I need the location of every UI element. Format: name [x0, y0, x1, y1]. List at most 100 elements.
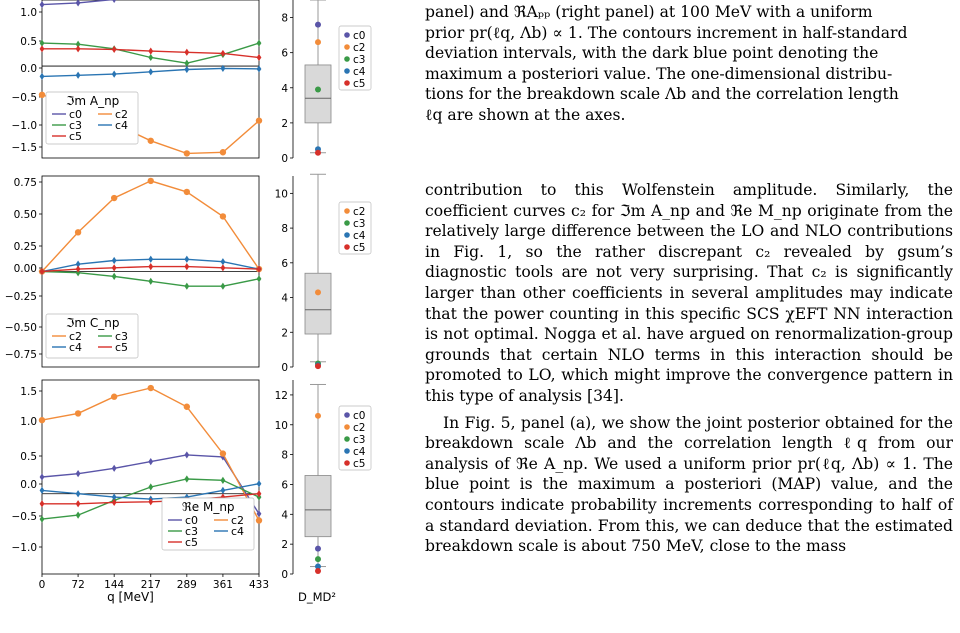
- point-c2: [110, 393, 118, 400]
- box-x-label: D_MD²: [298, 590, 336, 604]
- box-legend-label-c5: c5: [353, 242, 365, 254]
- point-c3: [220, 476, 226, 484]
- point-c5: [256, 490, 262, 498]
- y-tick-label: 1.0: [20, 7, 37, 19]
- point-c3: [148, 483, 154, 491]
- point-c4: [220, 486, 226, 494]
- legend-label-c2: c2: [69, 330, 82, 343]
- y-tick-label: 1.5: [20, 386, 37, 398]
- point-c3: [184, 59, 190, 67]
- y-tick-label: 0.0: [20, 63, 37, 75]
- legend-label-c5: c5: [115, 341, 128, 354]
- box-y-tick-label: 4: [281, 293, 288, 305]
- point-c2: [147, 137, 154, 144]
- point-c5: [148, 263, 154, 271]
- point-c4: [39, 72, 45, 81]
- figure-caption: panel) and ℜAₚₚ (right panel) at 100 MeV…: [425, 2, 953, 126]
- caption-line-1: panel) and ℜAₚₚ (right panel) at 100 MeV…: [425, 3, 873, 21]
- box-y-tick-label: 0: [281, 569, 288, 581]
- point-c2: [255, 517, 263, 524]
- x-tick-label: 289: [177, 579, 197, 591]
- legend-label-c0: c0: [69, 108, 82, 121]
- point-c4: [75, 490, 81, 498]
- point-c0: [39, 473, 45, 481]
- box-y-tick-label: 8: [281, 223, 288, 235]
- point-c5: [256, 265, 262, 273]
- body-text: contribution to this Wolfenstein amplitu…: [425, 180, 953, 557]
- point-c2: [147, 177, 154, 185]
- y-tick-label: 0.25: [14, 241, 37, 253]
- point-c4: [148, 255, 154, 263]
- x-tick-label: 217: [141, 579, 161, 591]
- point-c5: [256, 53, 262, 62]
- box-y-tick-label: 10: [275, 188, 288, 200]
- x-axis-label: q [MeV]: [107, 590, 154, 604]
- point-c4: [75, 260, 81, 268]
- x-tick-label: 433: [249, 579, 269, 591]
- box-legend-dot-c3: [344, 220, 350, 226]
- point-c2: [74, 229, 82, 236]
- point-c3: [256, 275, 262, 283]
- caption-line-3: deviation intervals, with the dark blue …: [425, 44, 879, 63]
- point-c4: [111, 256, 117, 265]
- legend-label-c4: c4: [69, 341, 82, 354]
- box-y-tick-label: 0: [281, 153, 288, 165]
- box-legend-frame: [338, 405, 372, 471]
- box-y-tick-label: 8: [281, 13, 288, 25]
- y-tick-label: −1.0: [12, 120, 38, 132]
- point-c2: [219, 450, 227, 457]
- box-point-c2: [315, 39, 321, 46]
- caption-line-4: maximum a posteriori value. The one-dime…: [425, 64, 893, 83]
- box-legend-label-c4: c4: [353, 66, 366, 78]
- x-tick-label: 0: [39, 579, 46, 591]
- caption-line-5: tions for the breakdown scale Λb and the…: [425, 85, 899, 104]
- box-legend-label-c4: c4: [353, 446, 366, 458]
- point-c4: [220, 64, 226, 72]
- coefficient-figure: 1.0 0.5 0.0 −0.5 −1.0 −1.5 ℑm A_np c0 c2 c3 c4 c5 8 6…: [0, 0, 410, 633]
- point-c3: [111, 272, 117, 280]
- point-c4: [75, 71, 81, 79]
- y-tick-label: 0.50: [14, 209, 37, 221]
- y-tick-label: 1.0: [20, 416, 37, 428]
- box-legend-frame: [338, 25, 372, 91]
- point-c4: [220, 258, 226, 266]
- point-c0: [75, 470, 81, 478]
- point-c5: [111, 498, 117, 507]
- box-y-tick-label: 2: [281, 539, 288, 551]
- box-y-tick-label: 8: [281, 450, 288, 462]
- point-c3: [220, 282, 226, 290]
- point-c3: [39, 515, 45, 523]
- point-c0: [184, 451, 190, 459]
- box-point-c0: [315, 545, 321, 552]
- legend-title: ℜe M_np: [182, 500, 235, 514]
- box-point-c3: [315, 556, 321, 563]
- point-c5: [75, 45, 81, 53]
- point-c5: [111, 264, 117, 272]
- box-legend-label-c4: c4: [353, 230, 366, 242]
- box-point-c3: [315, 86, 321, 93]
- y-tick-label: 0.75: [14, 177, 37, 189]
- point-c0: [148, 458, 154, 466]
- point-c2: [183, 403, 191, 410]
- point-c5: [220, 264, 226, 272]
- point-c5: [39, 45, 45, 53]
- point-c0: [256, 510, 262, 518]
- legend-label-c0: c0: [185, 514, 198, 527]
- point-c3: [75, 40, 81, 48]
- box-legend-dot-c5: [344, 244, 350, 250]
- box-legend-dot-c4: [344, 68, 350, 74]
- box-y-tick-label: 4: [281, 509, 288, 521]
- box-legend-label-c5: c5: [353, 78, 365, 90]
- box-y-tick-label: 6: [281, 479, 288, 491]
- legend-label-c4: c4: [115, 119, 128, 132]
- point-c5: [148, 498, 154, 506]
- box-y-tick-label: 4: [281, 83, 288, 95]
